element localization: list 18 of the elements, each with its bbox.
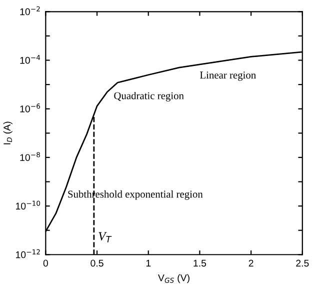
y-tick-label: 10$^{−4}$ — [20, 55, 40, 64]
annotation: Quadratic region — [114, 92, 184, 102]
x-tick-label: 1.5 — [194, 260, 206, 267]
x-tick-label: 2 — [248, 260, 254, 267]
annotation: Subthreshold exponential region — [68, 190, 203, 200]
y-tick-label: 10$^{−6}$ — [20, 104, 40, 112]
y-tick-label: 10$^{−10}$ — [16, 200, 40, 210]
y-tick-label: 10$^{−12}$ — [16, 249, 40, 258]
y-tick-label: 10$^{−8}$ — [20, 152, 40, 161]
x-tick-label: 0 — [43, 260, 48, 267]
annotation: Linear region — [200, 72, 256, 81]
y-tick-label: 10$^{−2}$ — [20, 6, 40, 16]
x-tick-label: 2.5 — [296, 260, 309, 267]
x-tick-label: 1 — [146, 260, 151, 267]
x-axis-title: V$_{GS}$ (V) — [158, 274, 190, 284]
ref-line-label: V$_{T}$ — [98, 232, 112, 242]
x-tick-label: 0.5 — [90, 260, 104, 267]
y-axis-title: I$_{D}$ (A) — [3, 122, 12, 144]
